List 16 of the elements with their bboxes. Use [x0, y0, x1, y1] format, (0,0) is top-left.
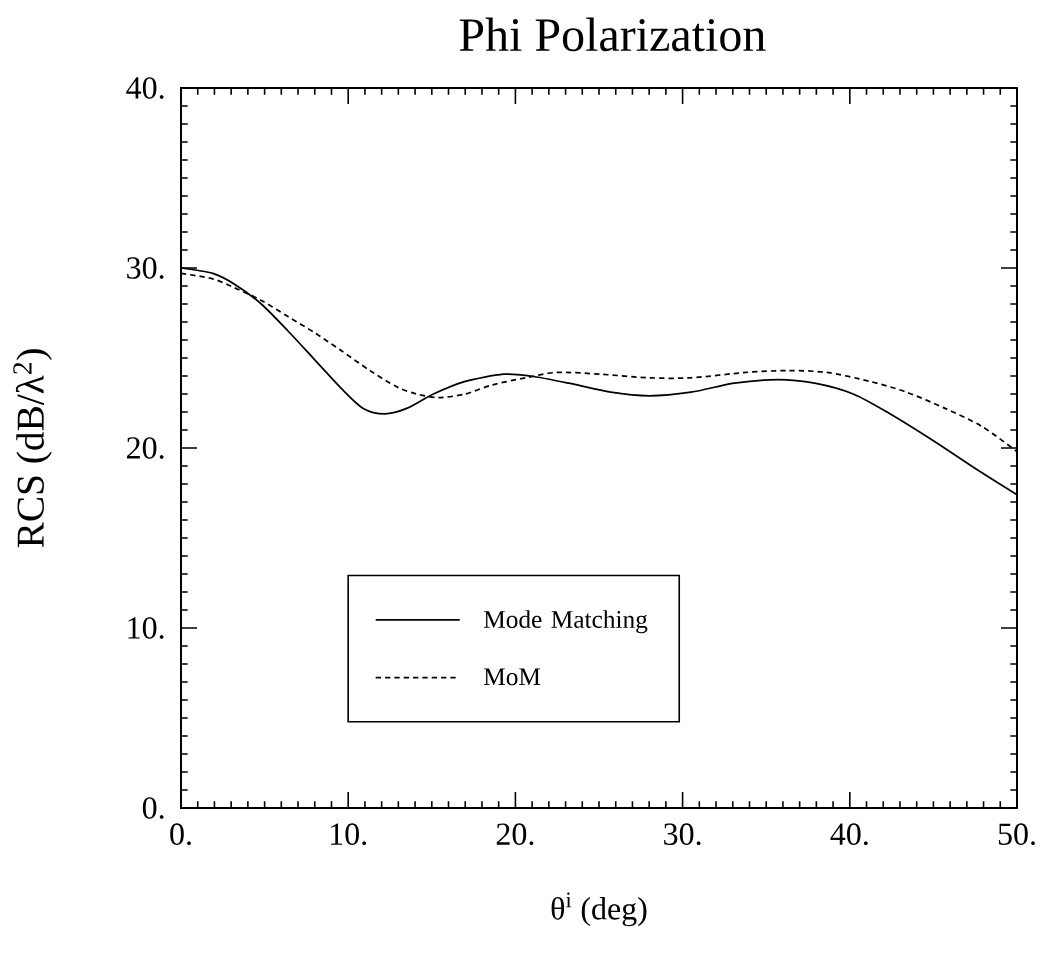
x-tick-label: 50. [998, 823, 1035, 846]
chart-title: Phi Polarization [459, 17, 766, 52]
y-tick-label: 40. [126, 77, 164, 99]
y-tick-label: 10. [128, 617, 164, 639]
x-tick-label: 40. [830, 823, 868, 846]
x-axis-title: θ$^{i}$ (deg) [551, 892, 647, 927]
x-tick-label: 30. [664, 823, 701, 846]
y-tick-label: 30. [127, 257, 164, 279]
x-tick-label: 0. [170, 823, 191, 846]
y-tick-label: 20. [127, 437, 164, 459]
x-tick-label: 10. [331, 823, 367, 846]
y-axis-title: RCS (dB/λ$^{2}$) [13, 349, 52, 548]
legend-label: MoM [483, 668, 541, 686]
x-tick-label: 20. [496, 823, 534, 846]
y-tick-label: 0. [142, 797, 164, 819]
legend-label: Mode Matching [483, 610, 648, 634]
